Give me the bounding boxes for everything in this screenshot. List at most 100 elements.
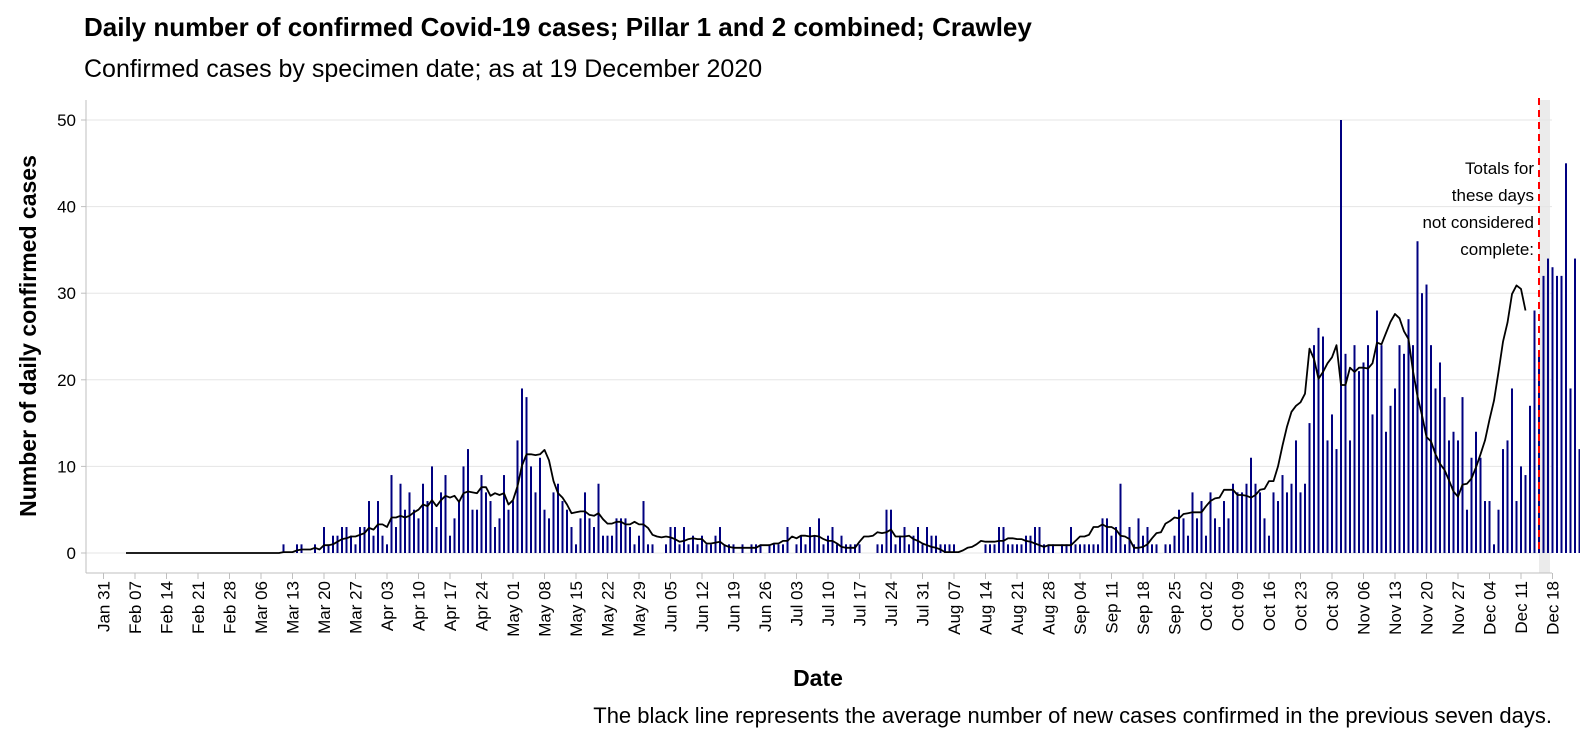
daily-case-bar <box>804 544 807 553</box>
daily-case-bar <box>800 535 802 553</box>
daily-case-bar <box>1083 544 1086 553</box>
daily-case-bar <box>777 544 780 553</box>
daily-case-bar <box>1110 535 1113 553</box>
daily-case-bar <box>408 492 411 553</box>
daily-case-bar <box>1115 527 1117 553</box>
daily-case-bar <box>444 475 447 553</box>
daily-case-bar <box>678 544 681 553</box>
daily-case-bar <box>1218 527 1221 553</box>
x-tick-label: Jul 03 <box>788 581 807 626</box>
daily-case-bar <box>836 544 838 553</box>
daily-case-bar <box>1304 483 1306 553</box>
daily-case-bar <box>588 518 591 553</box>
daily-case-bar <box>539 457 541 553</box>
daily-case-bar <box>1191 492 1194 553</box>
daily-case-bar <box>534 492 537 553</box>
daily-case-bar <box>471 509 474 553</box>
x-tick-label: Aug 07 <box>945 581 964 635</box>
x-tick-label: Oct 16 <box>1260 581 1279 631</box>
x-tick-label: Apr 03 <box>378 581 397 631</box>
daily-case-bar <box>1326 440 1329 553</box>
incomplete-annotation-line: these days <box>1452 186 1534 205</box>
daily-case-bar <box>692 535 694 553</box>
daily-case-bar <box>1367 345 1369 553</box>
daily-case-bar <box>525 397 528 553</box>
daily-case-bar <box>323 527 325 553</box>
daily-case-bar <box>1200 501 1203 553</box>
x-axis-title: Date <box>793 665 843 691</box>
daily-case-bar <box>1178 509 1180 553</box>
y-tick-label: 50 <box>57 111 76 130</box>
daily-case-bar <box>1029 535 1032 553</box>
daily-case-bar <box>377 501 379 553</box>
daily-case-bar <box>1236 492 1239 553</box>
daily-case-bar <box>476 509 478 553</box>
daily-case-bar <box>489 501 492 553</box>
daily-case-bar <box>516 440 519 553</box>
daily-case-bar <box>467 449 469 553</box>
x-tick-label: Aug 21 <box>1008 581 1027 635</box>
daily-case-bar <box>1439 362 1441 553</box>
x-tick-label: Nov 27 <box>1449 581 1468 635</box>
daily-case-bar <box>422 483 424 553</box>
daily-case-bar <box>1547 258 1549 553</box>
daily-case-bar <box>543 509 546 553</box>
daily-case-bar <box>1448 440 1450 553</box>
daily-case-bar <box>912 535 915 553</box>
daily-case-bar <box>858 544 861 553</box>
x-tick-label: May 29 <box>630 581 649 637</box>
daily-case-bar <box>944 544 946 553</box>
daily-case-bar <box>1020 544 1023 553</box>
daily-case-bar <box>480 475 483 553</box>
daily-case-bar <box>1074 544 1077 553</box>
daily-case-bar <box>1560 275 1563 553</box>
daily-case-bar <box>696 544 699 553</box>
daily-case-bar <box>372 535 375 553</box>
daily-case-bar <box>1047 544 1050 553</box>
x-tick-label: Oct 02 <box>1197 581 1216 631</box>
incomplete-annotation-line: complete: <box>1460 240 1534 259</box>
daily-case-bar <box>1322 336 1324 553</box>
daily-case-bar <box>1394 388 1396 553</box>
daily-case-bar <box>993 544 996 553</box>
daily-case-bar <box>1038 527 1041 553</box>
x-tick-label: Jul 24 <box>882 581 901 626</box>
daily-case-bar <box>1142 535 1144 553</box>
daily-case-bar <box>1470 457 1473 553</box>
daily-case-bar <box>395 527 397 553</box>
daily-case-bar <box>1281 475 1284 553</box>
daily-case-bar <box>647 544 649 553</box>
daily-case-bar <box>1421 293 1423 553</box>
daily-case-bar <box>1227 518 1230 553</box>
daily-case-bar <box>1425 284 1428 553</box>
x-tick-label: Feb 28 <box>221 581 240 634</box>
daily-case-bar <box>453 518 456 553</box>
daily-case-bar <box>1290 483 1293 553</box>
x-tick-label: Mar 13 <box>284 581 303 634</box>
x-tick-label: Mar 06 <box>252 581 271 634</box>
daily-case-bar <box>921 544 924 553</box>
daily-case-bar <box>629 527 631 553</box>
daily-case-bar <box>575 544 577 553</box>
daily-case-bar <box>498 518 501 553</box>
chart-title: Daily number of confirmed Covid-19 cases… <box>84 12 1032 42</box>
daily-case-bar <box>1169 544 1171 553</box>
daily-case-bar <box>714 535 717 553</box>
daily-case-bar <box>1407 319 1410 553</box>
chart-caption: The black line represents the average nu… <box>593 703 1552 728</box>
daily-case-bar <box>494 527 496 553</box>
daily-case-bar <box>485 492 487 553</box>
daily-case-bar <box>876 544 879 553</box>
daily-case-bar <box>930 535 933 553</box>
daily-case-bar <box>584 492 586 553</box>
daily-case-bar <box>296 544 298 553</box>
y-tick-label: 30 <box>57 284 76 303</box>
daily-case-bar <box>1538 353 1540 553</box>
daily-case-bar <box>557 483 559 553</box>
daily-case-bar <box>1286 492 1288 553</box>
daily-case-bar <box>1385 431 1387 553</box>
x-tick-label: Feb 14 <box>158 581 177 634</box>
daily-case-bar <box>1344 353 1347 553</box>
daily-case-bar <box>1574 258 1576 553</box>
